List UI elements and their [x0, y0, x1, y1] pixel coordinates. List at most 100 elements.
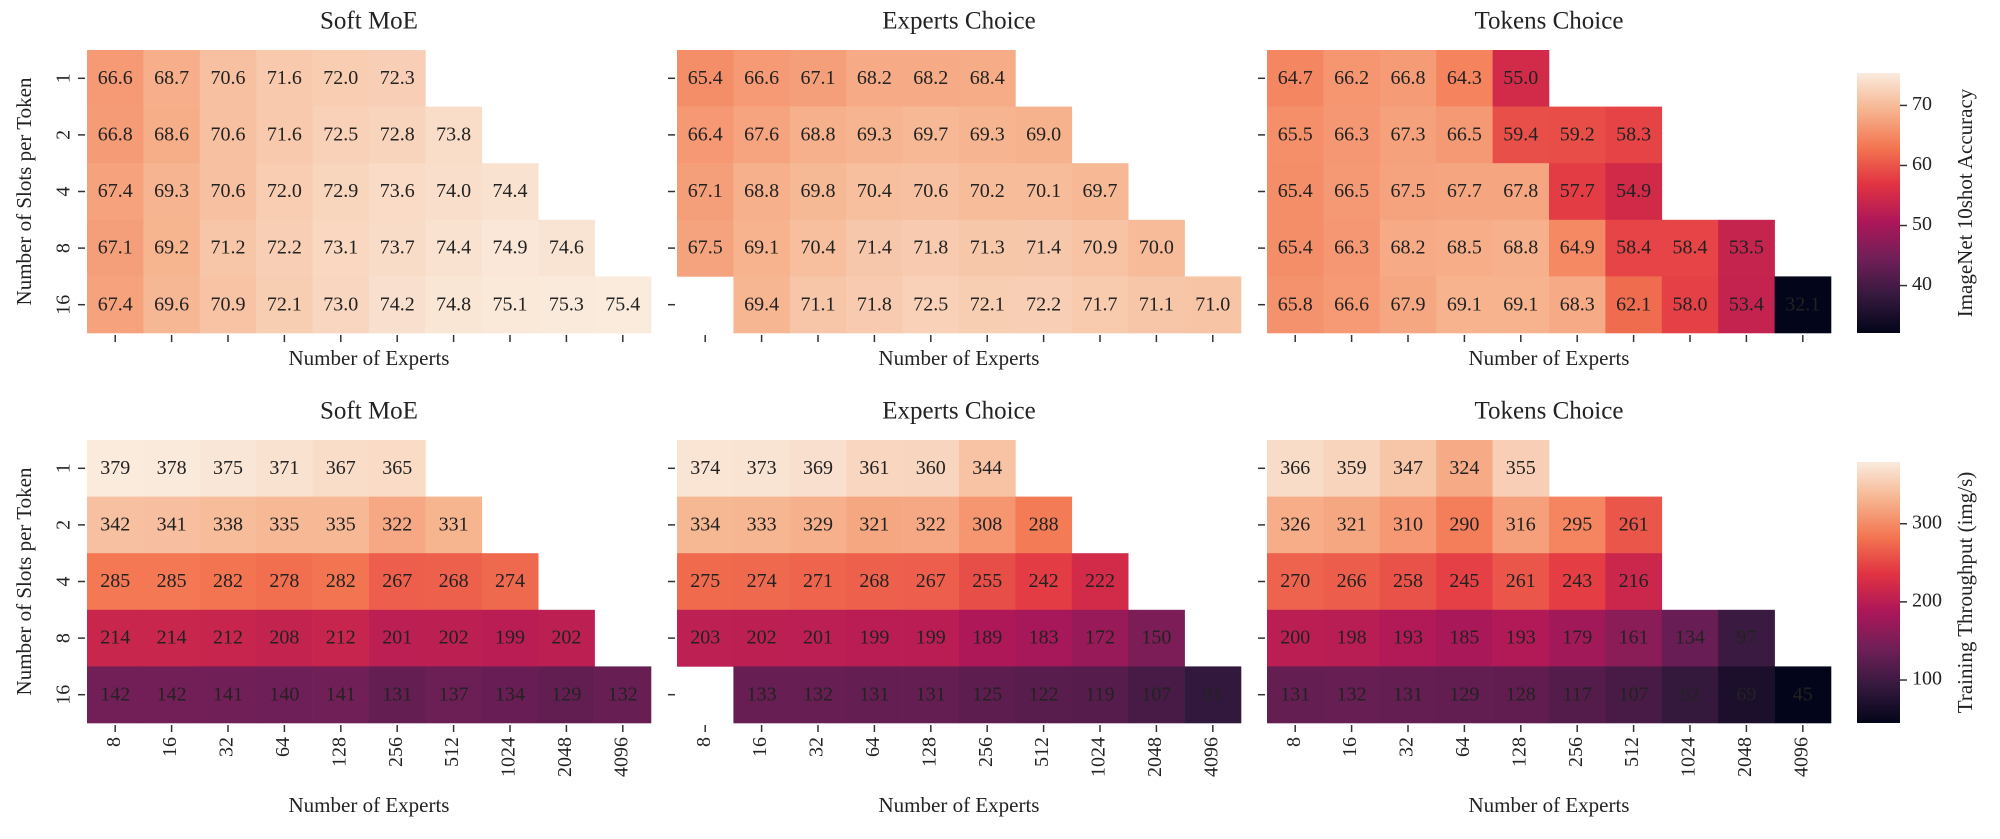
cell-label: 73.0 [323, 293, 358, 315]
cell-label: 70.2 [970, 180, 1005, 202]
heatmap-cell [677, 609, 734, 667]
heatmap-cell [902, 440, 960, 497]
cell-label: 378 [157, 457, 187, 479]
colorbar-tick-label: 300 [1912, 511, 1942, 533]
cell-label: 69.1 [1503, 293, 1538, 315]
y-tick-label: 16 [53, 685, 75, 705]
colorbar-tick-label: 70 [1912, 93, 1932, 115]
heatmap-cell [1015, 106, 1073, 164]
heatmap-cell [143, 219, 201, 277]
heatmap-cell [594, 276, 652, 334]
heatmap-cell [87, 219, 144, 277]
heatmap-cell [959, 106, 1016, 164]
heatmap-cell [1379, 553, 1437, 611]
cell-label: 132 [608, 683, 638, 705]
cell-label: 140 [269, 683, 299, 705]
cell-label: 67.1 [98, 237, 133, 259]
cell-label: 64.7 [1278, 67, 1313, 89]
cell-label: 69.3 [857, 123, 892, 145]
cell-label: 68.8 [801, 123, 836, 145]
cell-label: 199 [916, 627, 946, 649]
cell-label: 69.7 [913, 123, 948, 145]
cell-label: 331 [439, 513, 469, 535]
heatmap-cell [1436, 609, 1493, 667]
heatmap-cell [87, 106, 144, 164]
cell-label: 322 [916, 513, 946, 535]
heatmap-cell [143, 276, 201, 334]
cell-label: 335 [269, 513, 299, 535]
heatmap-cell [789, 276, 847, 334]
cell-label: 202 [551, 627, 581, 649]
cell-label: 334 [690, 513, 720, 535]
heatmap-cell [1605, 553, 1663, 611]
heatmap-cell [1267, 666, 1324, 724]
heatmap-cell [733, 106, 791, 164]
heatmap-cell [1379, 219, 1437, 277]
cell-label: 67.8 [1503, 180, 1538, 202]
heatmap-cell [677, 106, 734, 164]
cell-label: 72.8 [380, 123, 415, 145]
heatmap-cell [256, 496, 313, 554]
colorbar-label: ImageNet 10shot Accuracy [1953, 88, 1977, 317]
x-tick-label: 64 [272, 737, 294, 757]
cell-label: 74.8 [436, 293, 471, 315]
heatmap-cell [1128, 666, 1185, 724]
cell-label: 73.7 [380, 237, 415, 259]
cell-label: 274 [747, 570, 777, 592]
heatmap-cell [143, 163, 201, 221]
heatmap-cell [594, 666, 652, 724]
heatmap-cell [902, 50, 960, 107]
heatmap-cell [1071, 553, 1129, 611]
heatmap-cell [1436, 276, 1493, 334]
heatmap-cell [369, 106, 426, 164]
heatmap-cell [1774, 666, 1832, 724]
heatmap-cell [1492, 609, 1550, 667]
cell-label: 203 [690, 627, 720, 649]
cell-label: 71.8 [913, 237, 948, 259]
cell-label: 45 [1793, 683, 1813, 705]
heatmap-cell [1436, 219, 1493, 277]
panel-title: Experts Choice [882, 398, 1035, 425]
heatmap-cell [199, 440, 257, 497]
heatmap-cell [481, 553, 539, 611]
heatmap-cell [1661, 609, 1719, 667]
cell-label: 342 [100, 513, 130, 535]
x-tick-label: 64 [862, 737, 884, 757]
cell-label: 69.3 [154, 180, 189, 202]
heatmap-cell [143, 553, 201, 611]
y-tick-label: 2 [53, 520, 75, 530]
heatmap-cell [1015, 219, 1073, 277]
y-tick-label: 4 [53, 577, 75, 587]
x-tick-label: 1024 [1678, 737, 1700, 777]
heatmap-cell [143, 440, 201, 497]
cell-label: 74.0 [436, 180, 471, 202]
heatmap-cell [199, 553, 257, 611]
x-tick-label: 2048 [554, 737, 576, 777]
cell-label: 68.5 [1447, 237, 1482, 259]
cell-label: 71.3 [970, 237, 1005, 259]
heatmap-cell [1379, 106, 1437, 164]
heatmap-cell [425, 106, 483, 164]
cell-label: 65.4 [688, 67, 723, 89]
cell-label: 131 [859, 683, 889, 705]
heatmap-cell [1605, 106, 1663, 164]
cell-label: 69.0 [1026, 123, 1061, 145]
cell-label: 365 [382, 457, 412, 479]
cell-label: 199 [495, 627, 525, 649]
heatmap-cell [199, 609, 257, 667]
heatmap-cell [256, 50, 313, 107]
x-axis-label: Number of Experts [289, 793, 450, 817]
cell-label: 71.6 [267, 67, 302, 89]
heatmap-cell [959, 50, 1016, 107]
heatmap-cell [1436, 496, 1493, 554]
heatmap-cell [959, 219, 1016, 277]
cell-label: 275 [690, 570, 720, 592]
cell-label: 201 [382, 627, 412, 649]
cell-label: 68.6 [154, 123, 189, 145]
heatmap-cell [143, 496, 201, 554]
cell-label: 288 [1029, 513, 1059, 535]
cell-label: 66.8 [98, 123, 133, 145]
y-tick-label: 8 [53, 633, 75, 643]
cell-label: 66.2 [1334, 67, 1369, 89]
heatmap-cell [87, 553, 144, 611]
